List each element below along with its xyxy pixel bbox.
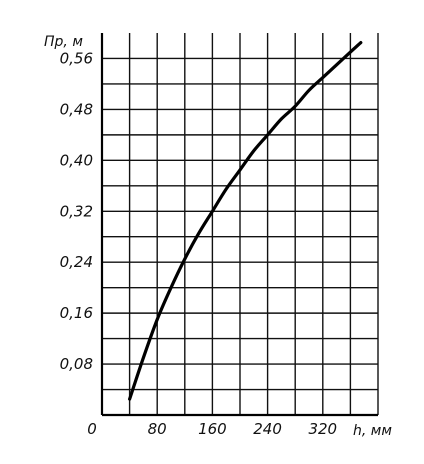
tick-labels: 0,08 0,16 0,24 0,32 0,40 0,48 0,56 0 80 160 240 320 [60, 49, 338, 438]
x-axis-title: h, мм [353, 423, 392, 439]
grid [102, 33, 379, 415]
x-tick-label: 160 [198, 420, 227, 438]
x-tick-label: 240 [253, 420, 282, 438]
series-line [128, 41, 363, 401]
x-tick-label: 0 [87, 420, 97, 438]
y-tick-label: 0,32 [60, 202, 93, 220]
y-tick-label: 0,24 [60, 253, 93, 271]
y-tick-label: 0,40 [60, 151, 93, 169]
y-tick-label: 0,56 [60, 49, 93, 67]
x-tick-label: 80 [148, 420, 167, 438]
y-tick-label: 0,48 [60, 100, 93, 118]
y-tick-label: 0,08 [60, 355, 93, 373]
x-tick-label: 320 [308, 420, 337, 438]
y-tick-label: 0,16 [60, 304, 93, 322]
axes [100, 33, 378, 417]
y-axis-title: Пр, м [44, 34, 83, 50]
series [128, 41, 363, 401]
